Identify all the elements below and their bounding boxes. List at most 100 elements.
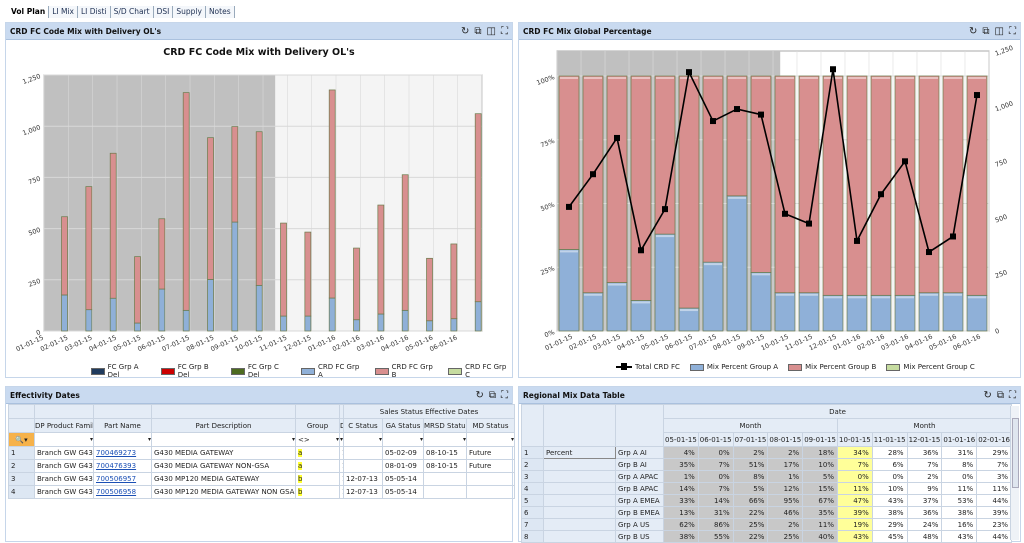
product-family-cell[interactable]: Branch GW G430 — [34, 446, 94, 460]
value-cell[interactable]: 25% — [767, 530, 804, 543]
value-cell[interactable]: 47% — [836, 494, 873, 507]
value-cell[interactable]: 8% — [732, 470, 769, 483]
month-column-header[interactable]: 07-01-15 — [732, 432, 769, 447]
value-cell[interactable]: 23% — [976, 518, 1013, 531]
value-cell[interactable]: 33% — [663, 494, 699, 507]
value-cell[interactable]: 38% — [941, 506, 978, 519]
value-cell[interactable]: 67% — [802, 494, 838, 507]
value-cell[interactable]: 51% — [732, 458, 769, 471]
value-cell[interactable]: 66% — [732, 494, 769, 507]
filter-input[interactable]: ▾ — [93, 432, 152, 447]
value-cell[interactable]: 10% — [802, 458, 838, 471]
value-cell[interactable]: 9% — [906, 482, 943, 495]
value-cell[interactable]: 22% — [732, 506, 769, 519]
month-column-header[interactable]: 05-01-15 — [663, 432, 699, 447]
tab-dsi[interactable]: DSI — [153, 6, 174, 18]
column-header[interactable]: MD Status — [465, 418, 516, 433]
value-cell[interactable]: 11% — [802, 518, 838, 531]
value-cell[interactable]: 29% — [976, 446, 1013, 459]
measure-cell[interactable]: Percent — [543, 446, 616, 459]
value-cell[interactable]: 38% — [663, 530, 699, 543]
value-cell[interactable]: 15% — [802, 482, 838, 495]
filter-dropdown-icon[interactable]: ▾ — [89, 436, 93, 443]
value-cell[interactable]: 2% — [767, 518, 804, 531]
legend-item[interactable]: CRD FC Grp A — [301, 363, 365, 379]
legend-item[interactable]: Total CRD FC — [616, 363, 680, 371]
value-cell[interactable]: 17% — [767, 458, 804, 471]
expand-icon[interactable]: ⛶ — [1009, 390, 1016, 401]
part-name-cell[interactable]: 700476393 — [93, 459, 152, 473]
table-row[interactable]: 4 Branch GW G430 700506958 G430 MP120 MEDIA… — [8, 485, 516, 499]
group-cell[interactable]: b — [295, 472, 340, 486]
value-cell[interactable]: 1% — [767, 470, 804, 483]
value-cell[interactable]: 7% — [836, 458, 873, 471]
value-cell[interactable]: 1% — [663, 470, 699, 483]
value-cell[interactable]: 36% — [906, 506, 943, 519]
value-cell[interactable]: 8% — [941, 458, 978, 471]
column-header[interactable]: Group — [295, 418, 340, 433]
month-column-header[interactable]: 08-01-15 — [767, 432, 804, 447]
table-row[interactable]: 1 Percent Grp A AI 4% 0% 2% 2% 18% 34% 28% 36% 31% 2… — [521, 446, 1013, 459]
legend-item[interactable]: CRD FC Grp B — [374, 363, 439, 379]
refresh-icon[interactable]: ↻ — [461, 26, 470, 37]
value-cell[interactable]: 6% — [871, 458, 908, 471]
filter-dropdown-icon[interactable]: ▾ — [511, 436, 515, 443]
tab-li-mix[interactable]: LI Mix — [49, 6, 78, 18]
value-cell[interactable]: 12% — [767, 482, 804, 495]
table-row[interactable]: 1 Branch GW G430 700469273 G430 MEDIA GATEW… — [8, 446, 516, 460]
product-family-cell[interactable]: Branch GW G430 — [34, 459, 94, 473]
legend-item[interactable]: Mix Percent Group A — [689, 363, 778, 371]
value-cell[interactable]: 46% — [767, 506, 804, 519]
group-cell[interactable]: b — [295, 485, 340, 499]
part-link[interactable]: 700469273 — [96, 449, 137, 457]
month-column-header[interactable]: 12-01-15 — [906, 432, 943, 447]
value-cell[interactable]: 35% — [663, 458, 699, 471]
legend-item[interactable]: CRD FC Grp C — [448, 363, 512, 379]
legend-item[interactable]: Mix Percent Group B — [788, 363, 876, 371]
value-cell[interactable]: 24% — [906, 518, 943, 531]
filter-input[interactable]: ▾ — [465, 432, 516, 447]
value-cell[interactable]: 39% — [976, 506, 1013, 519]
tab-notes[interactable]: Notes — [205, 6, 235, 18]
expand-icon[interactable]: ⛶ — [501, 390, 508, 401]
value-cell[interactable]: 2% — [906, 470, 943, 483]
column-header[interactable]: C Status — [343, 418, 383, 433]
value-cell[interactable]: 62% — [663, 518, 699, 531]
value-cell[interactable]: 95% — [767, 494, 804, 507]
column-header[interactable]: GA Status — [382, 418, 424, 433]
filter-input[interactable]: ▾ — [151, 432, 296, 447]
value-cell[interactable]: 53% — [941, 494, 978, 507]
part-link[interactable]: 700506958 — [96, 488, 137, 496]
value-cell[interactable]: 14% — [663, 482, 699, 495]
table-row[interactable]: 4 Grp B APAC 14% 7% 5% 12% 15% 11% 10% 9% 11% 11% — [521, 482, 1013, 495]
filter-input[interactable]: <> ▾ — [295, 432, 340, 447]
value-cell[interactable]: 31% — [697, 506, 734, 519]
value-cell[interactable]: 13% — [663, 506, 699, 519]
legend-item[interactable]: Mix Percent Group C — [886, 363, 975, 371]
value-cell[interactable]: 37% — [906, 494, 943, 507]
legend-item[interactable]: FC Grp A Del — [91, 363, 151, 379]
value-cell[interactable]: 7% — [906, 458, 943, 471]
tab-s-d-chart[interactable]: S/D Chart — [110, 6, 154, 18]
value-cell[interactable]: 34% — [836, 446, 873, 459]
value-cell[interactable]: 18% — [802, 446, 838, 459]
popout-icon[interactable]: ⧉ — [996, 390, 1004, 401]
month-column-header[interactable]: 10-01-15 — [836, 432, 873, 447]
table-row[interactable]: 8 Grp B US 38% 55% 22% 25% 40% 43% 45% 48% 43% 44% — [521, 530, 1013, 543]
month-column-header[interactable]: 06-01-15 — [697, 432, 734, 447]
value-cell[interactable]: 55% — [697, 530, 734, 543]
vertical-scrollbar[interactable] — [1010, 406, 1019, 540]
value-cell[interactable]: 0% — [697, 470, 734, 483]
legend-item[interactable]: FC Grp C Del — [231, 363, 291, 379]
filter-dropdown-icon[interactable]: ▾ — [291, 436, 295, 443]
expand-icon[interactable]: ⛶ — [1009, 26, 1016, 37]
filter-input[interactable]: ▾ — [343, 432, 383, 447]
value-cell[interactable]: 0% — [836, 470, 873, 483]
month-column-header[interactable]: 02-01-16 — [976, 432, 1013, 447]
value-cell[interactable]: 86% — [697, 518, 734, 531]
popout-icon[interactable]: ⧉ — [982, 26, 990, 37]
value-cell[interactable]: 36% — [906, 446, 943, 459]
value-cell[interactable]: 5% — [802, 470, 838, 483]
value-cell[interactable]: 43% — [941, 530, 978, 543]
value-cell[interactable]: 22% — [732, 530, 769, 543]
